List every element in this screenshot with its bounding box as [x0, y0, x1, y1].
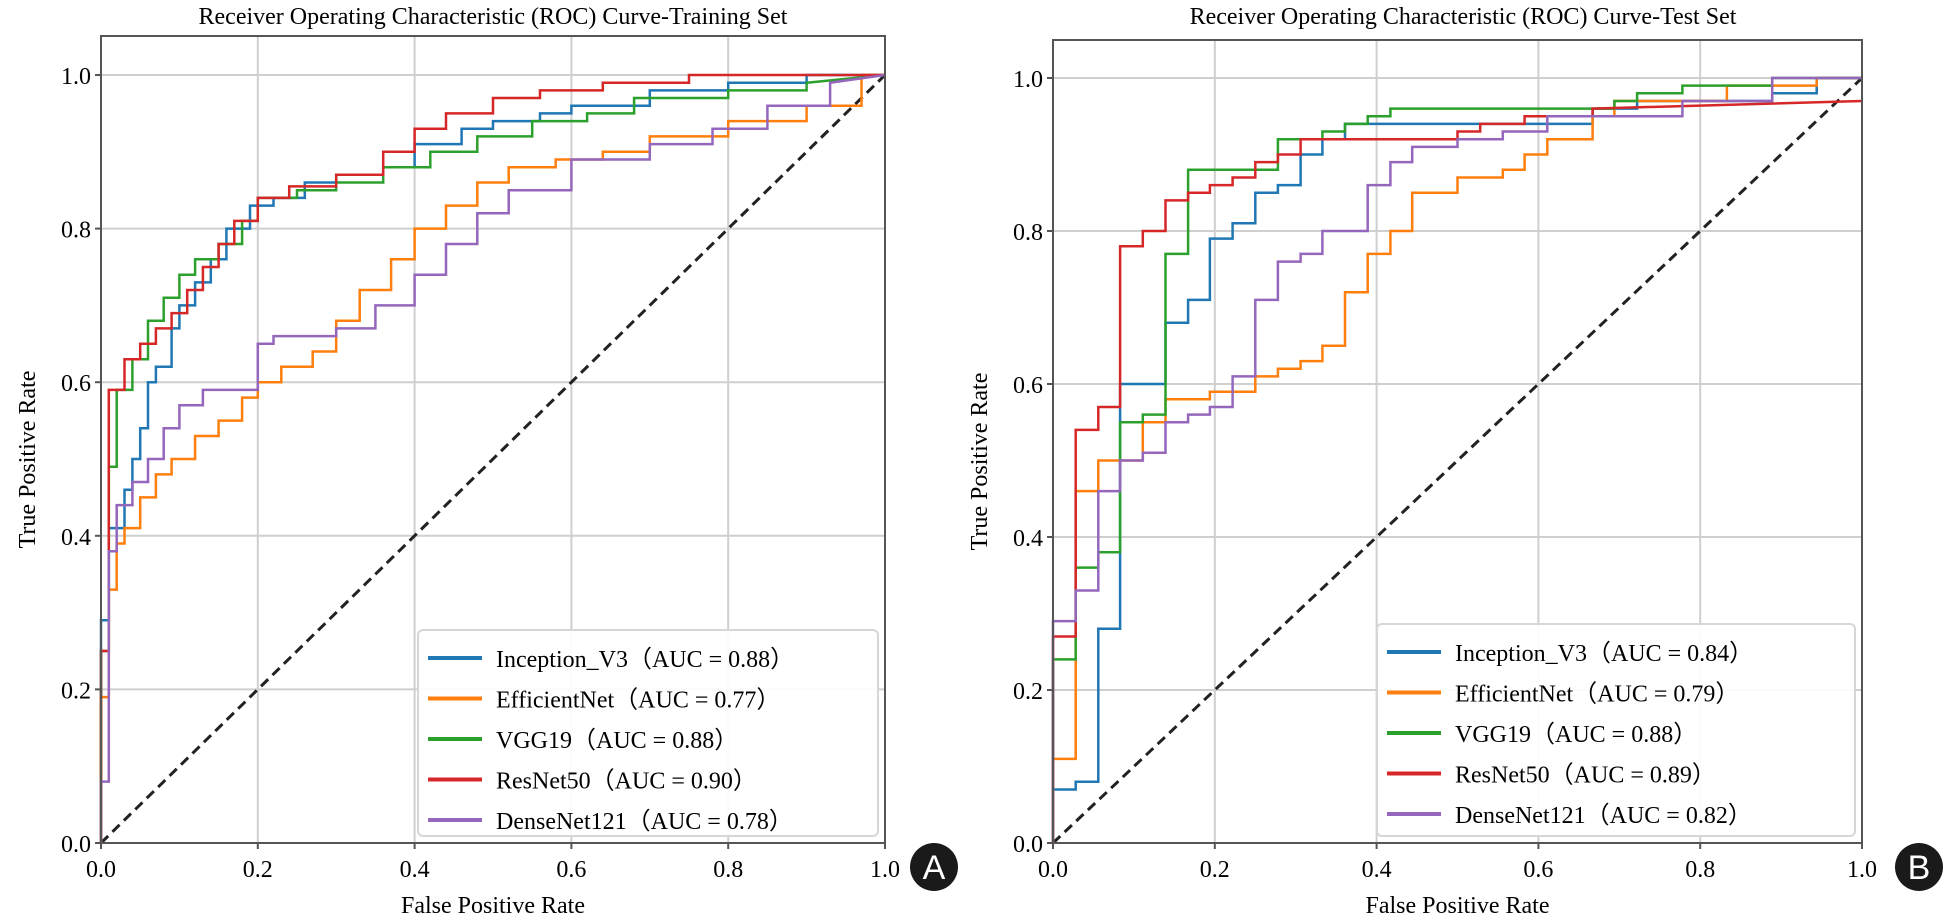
y-axis-ticks: 0.0 0.2 0.4 0.6 0.8 1.0 — [1013, 67, 1053, 858]
roc-curve-inception-v3 — [99, 73, 885, 843]
legend-item: VGG19（AUC = 0.88） — [428, 728, 738, 754]
y-tick-label: 1.0 — [61, 64, 91, 90]
x-tick-label: 0.2 — [1200, 857, 1230, 883]
panel-test-set: Receiver Operating Characteristic (ROC) … — [967, 4, 1943, 919]
legend-box — [417, 629, 879, 837]
panel-badge-label: B — [1908, 849, 1931, 887]
roc-curve-resnet50 — [99, 73, 885, 843]
x-tick-label: 1.0 — [870, 857, 900, 883]
y-axis-ticks: 0.0 0.2 0.4 0.6 0.8 1.0 — [61, 64, 101, 858]
legend-label: DenseNet121（AUC = 0.82） — [1455, 803, 1752, 829]
x-tick-label: 0.0 — [1038, 857, 1068, 883]
legend-item: ResNet50（AUC = 0.90） — [428, 769, 757, 795]
legend-label: Inception_V3（AUC = 0.88） — [496, 647, 794, 673]
axes-frame — [1052, 39, 1863, 844]
legend-item: Inception_V3（AUC = 0.84） — [1387, 641, 1753, 667]
panel-training-set: Receiver Operating Characteristic (ROC) … — [15, 4, 958, 919]
legend-label: VGG19（AUC = 0.88） — [1455, 722, 1697, 748]
legend-label: VGG19（AUC = 0.88） — [496, 728, 738, 754]
roc-curve-efficientnet — [99, 73, 885, 843]
x-axis-ticks: 0.0 0.2 0.4 0.6 0.8 1.0 — [1038, 843, 1877, 883]
y-tick-label: 0.6 — [1013, 373, 1043, 399]
chart-title: Receiver Operating Characteristic (ROC) … — [199, 4, 788, 30]
x-tick-label: 0.8 — [713, 857, 743, 883]
chance-diagonal-line — [1051, 76, 1864, 845]
x-tick-label: 0.4 — [400, 857, 430, 883]
x-tick-label: 0.8 — [1685, 857, 1715, 883]
legend-label: Inception_V3（AUC = 0.84） — [1455, 641, 1753, 667]
legend-label: DenseNet121（AUC = 0.78） — [496, 809, 793, 835]
panel-badge: A — [910, 843, 958, 891]
legend-label: EfficientNet（AUC = 0.79） — [1455, 682, 1739, 708]
chance-diagonal-line — [99, 73, 887, 845]
x-tick-label: 1.0 — [1847, 857, 1877, 883]
y-tick-label: 0.0 — [1013, 832, 1043, 858]
x-tick-label: 0.4 — [1362, 857, 1392, 883]
legend-item: Inception_V3（AUC = 0.88） — [428, 647, 794, 673]
roc-curve-densenet121 — [1051, 76, 1862, 843]
y-tick-label: 0.8 — [61, 218, 91, 244]
y-tick-label: 0.6 — [61, 371, 91, 397]
legend-item: DenseNet121（AUC = 0.78） — [428, 809, 793, 835]
x-axis-label: False Positive Rate — [1366, 893, 1550, 919]
axes-frame — [100, 35, 886, 844]
legend-item: EfficientNet（AUC = 0.79） — [1387, 682, 1739, 708]
x-axis-ticks: 0.0 0.2 0.4 0.6 0.8 1.0 — [86, 843, 900, 883]
x-tick-label: 0.6 — [556, 857, 586, 883]
roc-curve-densenet121 — [99, 73, 886, 843]
roc-curve-resnet50 — [1051, 99, 1863, 843]
panel-badge-circle — [1895, 843, 1943, 891]
legend-label: EfficientNet（AUC = 0.77） — [496, 688, 780, 714]
y-tick-label: 0.4 — [61, 525, 91, 551]
legend-item: DenseNet121（AUC = 0.82） — [1387, 803, 1752, 829]
y-tick-label: 0.4 — [1013, 526, 1043, 552]
panel-badge-circle — [910, 843, 958, 891]
legend: Inception_V3（AUC = 0.88） EfficientNet（AUC… — [417, 629, 879, 837]
legend-item: EfficientNet（AUC = 0.77） — [428, 688, 780, 714]
plot-area — [99, 73, 887, 845]
x-tick-label: 0.2 — [243, 857, 273, 883]
panel-badge: B — [1895, 843, 1943, 891]
y-tick-label: 1.0 — [1013, 67, 1043, 93]
y-tick-label: 0.2 — [61, 678, 91, 704]
x-tick-label: 0.6 — [1523, 857, 1553, 883]
y-tick-label: 0.2 — [1013, 679, 1043, 705]
legend-label: ResNet50（AUC = 0.90） — [496, 769, 757, 795]
roc-curve-efficientnet — [1051, 76, 1862, 843]
legend: Inception_V3（AUC = 0.84） EfficientNet（AUC… — [1376, 623, 1856, 837]
plot-area — [1051, 76, 1864, 845]
x-axis-label: False Positive Rate — [401, 893, 585, 919]
legend-item: ResNet50（AUC = 0.89） — [1387, 763, 1716, 789]
legend-label: ResNet50（AUC = 0.89） — [1455, 763, 1716, 789]
legend-box — [1376, 623, 1856, 837]
y-axis-label: True Positive Rate — [967, 373, 993, 551]
x-tick-label: 0.0 — [86, 857, 116, 883]
chart-title: Receiver Operating Characteristic (ROC) … — [1190, 4, 1737, 30]
y-tick-label: 0.8 — [1013, 220, 1043, 246]
panel-badge-label: A — [923, 849, 946, 887]
y-tick-label: 0.0 — [61, 832, 91, 858]
y-axis-label: True Positive Rate — [15, 371, 41, 549]
legend-item: VGG19（AUC = 0.88） — [1387, 722, 1697, 748]
